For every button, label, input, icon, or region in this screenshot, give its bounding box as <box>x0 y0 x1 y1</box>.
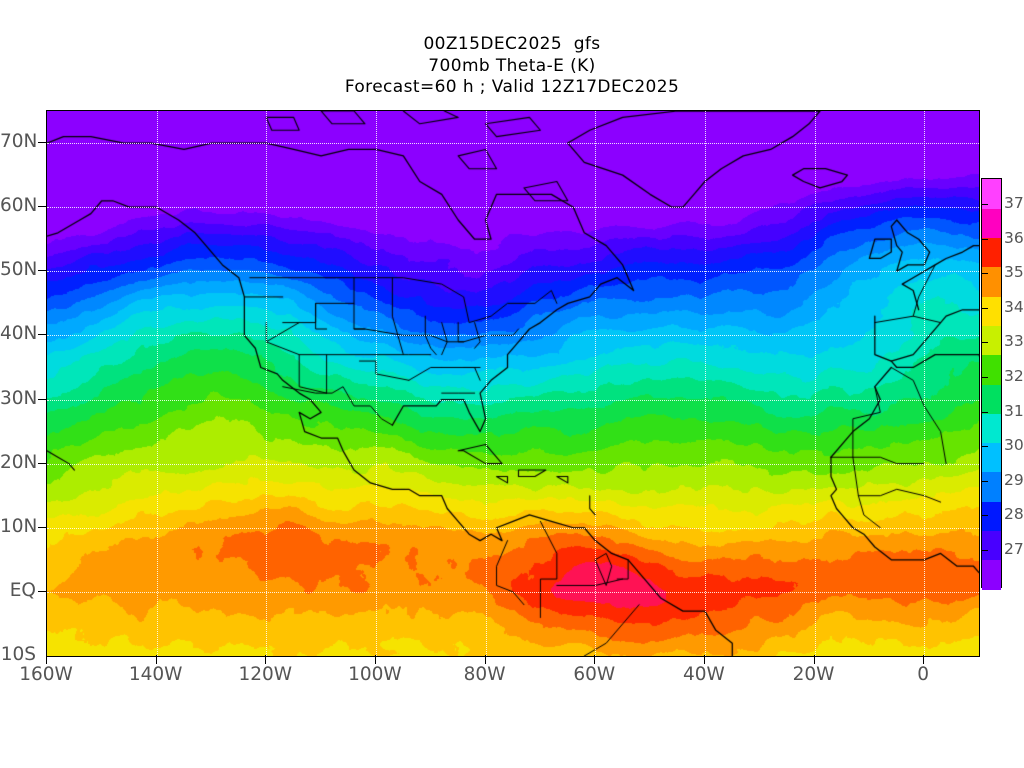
x-axis-label: 160W <box>19 664 73 685</box>
gridline-meridian <box>924 111 926 656</box>
x-axis-tick <box>923 655 925 664</box>
colorbar-band <box>982 266 1001 297</box>
y-axis-label: 70N <box>0 131 38 153</box>
y-axis-label: 10S <box>0 644 36 665</box>
y-axis-tick <box>38 334 46 336</box>
gridline-parallel <box>47 463 979 465</box>
y-axis-label: EQ <box>9 579 36 601</box>
colorbar-label: 306 <box>1004 436 1024 455</box>
y-axis-label: 50N <box>0 259 38 281</box>
x-axis-tick <box>155 655 157 664</box>
colorbar-tick <box>981 446 988 448</box>
colorbar-tick <box>981 307 988 309</box>
colorbar-band <box>982 413 1001 444</box>
colorbar-tick <box>981 515 988 517</box>
y-axis-tick <box>38 206 46 208</box>
colorbar-band <box>982 442 1001 473</box>
colorbar-band <box>982 559 1001 590</box>
colorbar-band <box>982 208 1001 239</box>
y-axis-label: 20N <box>0 451 38 473</box>
colorbar-band <box>982 471 1001 502</box>
gridline-meridian <box>595 111 597 656</box>
colorbar-band <box>982 354 1001 385</box>
colorbar-label: 297 <box>1004 470 1024 489</box>
colorbar-tick <box>981 377 988 378</box>
x-axis-tick <box>594 655 596 664</box>
x-axis-label: 80W <box>463 664 506 685</box>
x-axis-label: 40W <box>682 664 725 685</box>
x-axis-tick <box>374 655 376 664</box>
map-plot-area[interactable] <box>46 110 980 657</box>
chart-title: 00Z15DEC2025 gfs 700mb Theta-E (K) Forec… <box>0 34 1024 99</box>
colorbar-label: 327 <box>1004 367 1024 385</box>
title-line-variable: 700mb Theta-E (K) <box>428 55 596 76</box>
gridline-parallel <box>47 271 979 273</box>
colorbar-tick <box>981 550 988 551</box>
x-axis-label: 100W <box>348 664 402 685</box>
y-axis-tick <box>38 462 46 464</box>
title-line-run: 00Z15DEC2025 gfs <box>423 34 601 54</box>
title-line-forecast: Forecast=60 h ; Valid 12Z17DEC2025 <box>344 77 680 97</box>
x-axis-label: 60W <box>573 664 616 685</box>
y-axis-tick <box>38 142 46 144</box>
x-axis-label: 120W <box>238 664 293 685</box>
x-axis-tick <box>813 655 815 664</box>
colorbar-tick <box>981 273 988 275</box>
gridline-meridian <box>814 111 816 656</box>
colorbar-tick <box>981 342 988 344</box>
colorbar-label: 288 <box>1004 505 1024 524</box>
gridline-meridian <box>704 111 706 656</box>
y-axis-label: 60N <box>0 195 38 217</box>
colorbar-band <box>982 237 1001 268</box>
colorbar-label: 276 <box>1004 540 1024 558</box>
gridline-parallel <box>47 591 979 593</box>
colorbar-label: 345 <box>1004 297 1024 316</box>
colorbar <box>981 178 1002 590</box>
y-axis-tick <box>38 398 46 400</box>
gridline-parallel <box>47 207 979 209</box>
gridline-meridian <box>266 111 268 656</box>
gridline-parallel <box>47 335 979 337</box>
colorbar-label: 354 <box>1004 263 1024 282</box>
gridline-meridian <box>156 111 158 656</box>
colorbar-label: 336 <box>1004 332 1024 351</box>
y-axis-tick <box>38 270 46 272</box>
colorbar-band <box>982 296 1001 327</box>
colorbar-band <box>982 530 1001 561</box>
gridline-parallel <box>47 399 979 401</box>
colorbar-band <box>982 179 1001 209</box>
x-axis-tick <box>484 655 486 664</box>
x-axis-label: 20W <box>792 664 835 685</box>
gridline-parallel <box>47 527 979 529</box>
gridline-meridian <box>375 111 377 656</box>
colorbar-band <box>982 501 1001 532</box>
colorbar-label: 315 <box>1004 401 1024 420</box>
x-axis-tick <box>46 655 47 664</box>
gridline-parallel <box>47 143 979 145</box>
colorbar-band <box>982 325 1001 356</box>
colorbar-label: 375 <box>1004 194 1024 212</box>
y-axis-tick <box>38 526 46 528</box>
theta-e-canvas <box>47 111 979 656</box>
y-axis-label: 40N <box>0 323 38 345</box>
x-axis-tick <box>703 655 705 664</box>
theta-e-field <box>47 111 979 656</box>
x-axis-tick <box>265 655 267 664</box>
colorbar-label: 366 <box>1004 228 1024 247</box>
y-axis-label: 30N <box>0 387 38 409</box>
colorbar-tick <box>981 204 988 205</box>
colorbar-tick <box>981 238 988 240</box>
gridline-meridian <box>485 111 487 656</box>
y-axis-label: 10N <box>0 515 38 537</box>
colorbar-tick <box>981 411 988 413</box>
y-axis-tick <box>38 590 46 592</box>
colorbar-band <box>982 384 1001 414</box>
x-axis-label: 0 <box>917 664 930 685</box>
colorbar-tick <box>981 480 988 482</box>
x-axis-label: 140W <box>128 664 183 685</box>
